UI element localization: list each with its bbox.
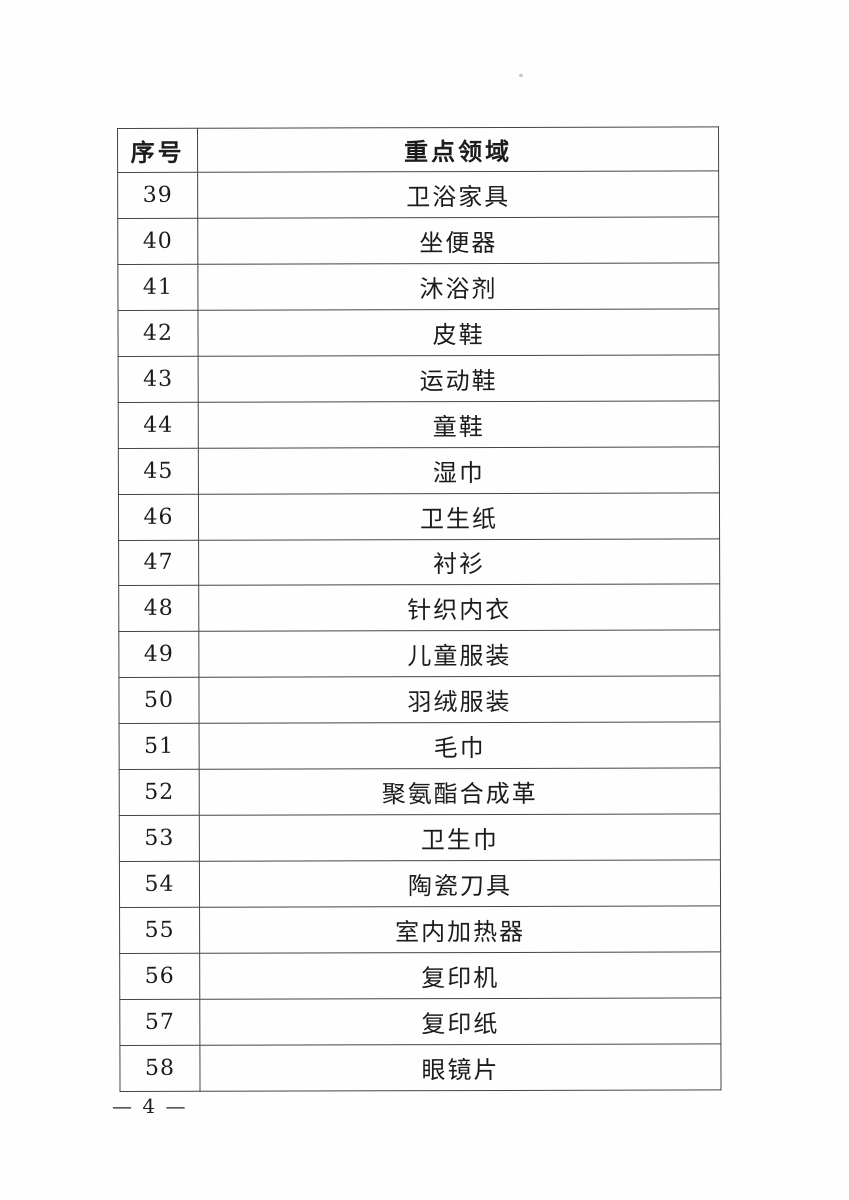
- scan-speck: [519, 74, 523, 77]
- serial-cell: 52: [119, 769, 200, 816]
- serial-cell: 48: [118, 585, 199, 632]
- area-cell: 卫浴家具: [197, 170, 719, 219]
- area-cell: 湿巾: [198, 446, 720, 494]
- area-cell: 卫生纸: [198, 492, 720, 540]
- area-cell: 毛巾: [199, 722, 721, 770]
- serial-cell: 51: [119, 723, 200, 770]
- area-cell: 室内加热器: [199, 905, 721, 954]
- serial-cell: 53: [119, 815, 200, 862]
- serial-cell: 54: [119, 861, 200, 908]
- table-row: 41 沐浴剂: [117, 262, 719, 311]
- area-cell: 复印纸: [199, 997, 721, 1046]
- serial-cell: 58: [119, 1045, 201, 1092]
- serial-cell: 46: [118, 493, 199, 540]
- table-row: 44 童鞋: [118, 400, 720, 449]
- key-areas-table: 序号 重点领域 39 卫浴家具 40 坐便器 41 沐浴剂 42 皮鞋 43: [117, 126, 722, 1092]
- area-cell: 童鞋: [198, 400, 720, 448]
- serial-cell: 39: [117, 172, 198, 219]
- area-cell: 卫生巾: [199, 814, 721, 862]
- serial-cell: 40: [117, 218, 198, 265]
- area-cell: 陶瓷刀具: [199, 859, 721, 908]
- serial-cell: 43: [118, 356, 199, 403]
- table-row: 39 卫浴家具: [117, 170, 719, 219]
- serial-cell: 42: [117, 310, 199, 357]
- table-row: 52 聚氨酯合成革: [119, 768, 721, 816]
- table-row: 53 卫生巾: [119, 814, 721, 862]
- table-row: 55 室内加热器: [119, 905, 721, 954]
- table-row: 51 毛巾: [119, 722, 721, 770]
- serial-cell: 44: [118, 401, 199, 449]
- area-cell: 衬衫: [198, 538, 720, 586]
- table-row: 57 复印纸: [119, 997, 721, 1046]
- area-cell: 聚氨酯合成革: [199, 768, 721, 816]
- table-row: 47 衬衫: [118, 538, 720, 586]
- area-cell: 运动鞋: [198, 354, 720, 402]
- table-header-row: 序号 重点领域: [117, 126, 719, 173]
- serial-cell: 45: [118, 447, 199, 495]
- serial-cell: 55: [119, 907, 200, 954]
- table-row: 54 陶瓷刀具: [119, 859, 721, 908]
- table-row: 56 复印机: [119, 951, 721, 1000]
- serial-cell: 57: [119, 999, 200, 1046]
- table-row: 48 针织内衣: [118, 584, 720, 632]
- table-row: 42 皮鞋: [117, 308, 720, 357]
- serial-cell: 50: [118, 677, 200, 724]
- table-row: 43 运动鞋: [118, 354, 720, 403]
- serial-cell: 56: [119, 953, 200, 1000]
- table-row: 49 儿童服装: [118, 630, 720, 678]
- scan-speck: [434, 469, 437, 472]
- table-row: 46 卫生纸: [118, 492, 720, 540]
- area-cell: 坐便器: [197, 216, 719, 265]
- area-cell: 复印机: [199, 951, 721, 1000]
- table-row: 58 眼镜片: [119, 1043, 722, 1092]
- page-number: — 4 —: [112, 1094, 188, 1118]
- col-header-serial: 序号: [117, 128, 198, 173]
- serial-cell: 47: [118, 539, 199, 586]
- area-cell: 沐浴剂: [197, 262, 719, 311]
- area-cell: 儿童服装: [198, 630, 720, 678]
- serial-cell: 49: [118, 631, 199, 678]
- area-cell: 皮鞋: [197, 308, 720, 357]
- area-cell: 针织内衣: [198, 584, 720, 632]
- area-cell: 眼镜片: [199, 1043, 722, 1092]
- table-row: 50 羽绒服装: [118, 676, 721, 724]
- table-row: 45 湿巾: [118, 446, 720, 495]
- table-row: 40 坐便器: [117, 216, 719, 265]
- col-header-area: 重点领域: [197, 126, 719, 173]
- area-cell: 羽绒服装: [198, 676, 721, 724]
- serial-cell: 41: [117, 264, 198, 311]
